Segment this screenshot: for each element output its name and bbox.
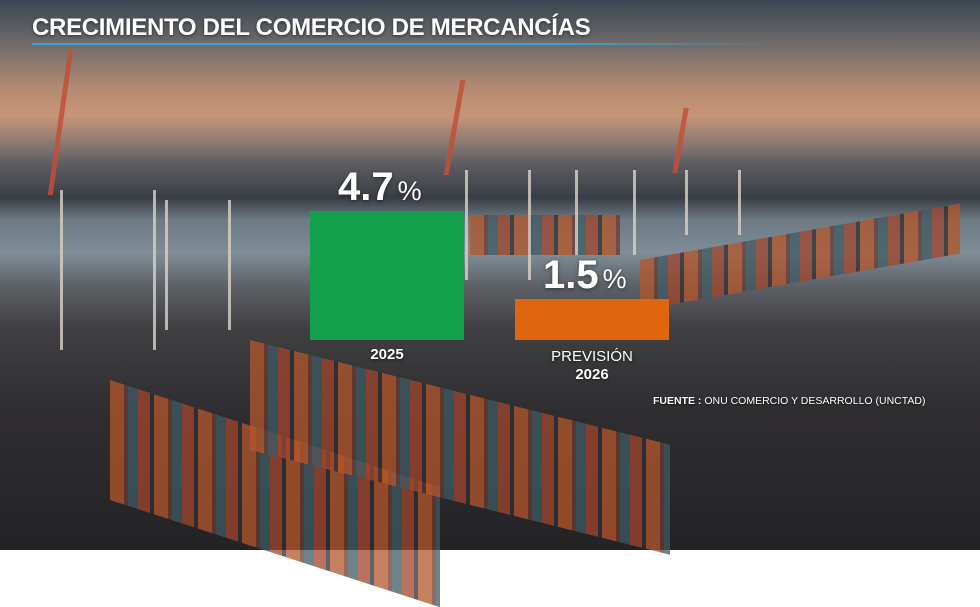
crane <box>575 170 636 255</box>
source-text: ONU COMERCIO Y DESARROLLO (UNCTAD) <box>704 395 926 407</box>
source-note: FUENTE : ONU COMERCIO Y DESARROLLO (UNCT… <box>653 395 925 407</box>
category-label-line1: PREVISIÓN <box>551 348 633 365</box>
data-label-value: 1.5 <box>543 252 599 297</box>
crane <box>165 200 231 330</box>
data-label-unit: % <box>602 263 627 294</box>
category-label-line2: 2025 <box>370 346 404 363</box>
category-label: 2025 <box>310 346 464 364</box>
chart-title: CRECIMIENTO DEL COMERCIO DE MERCANCÍAS <box>32 14 591 41</box>
crane <box>465 170 531 280</box>
data-label-unit: % <box>397 176 422 206</box>
crane <box>443 80 466 175</box>
bar-1 <box>310 211 464 340</box>
title-underline <box>32 43 777 45</box>
crane <box>60 190 156 350</box>
data-label: 4.7% <box>338 165 422 210</box>
data-label-value: 4.7 <box>338 165 394 209</box>
crane <box>685 170 741 235</box>
category-label-line2: 2026 <box>575 366 609 383</box>
category-label: PREVISIÓN 2026 <box>515 348 669 384</box>
crane <box>672 108 689 173</box>
data-label: 1.5% <box>543 253 627 298</box>
bar-2 <box>515 298 669 340</box>
crane <box>47 50 74 195</box>
containers <box>470 215 620 255</box>
source-label: FUENTE : <box>653 395 702 407</box>
